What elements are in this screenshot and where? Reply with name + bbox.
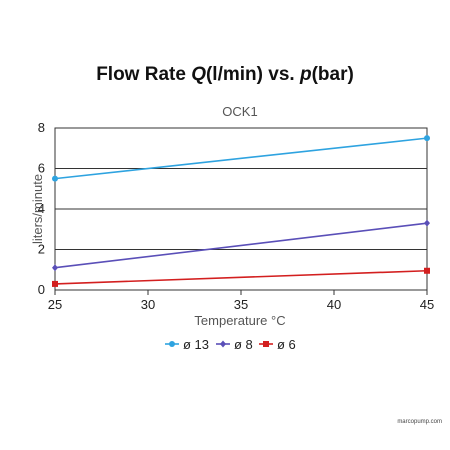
watermark: marcopump.com	[397, 419, 442, 425]
y-tick-8: 8	[38, 120, 45, 135]
y-tick-4: 4	[38, 201, 45, 216]
series-line-0	[54, 137, 428, 180]
x-tick-40: 40	[327, 297, 341, 312]
x-tick-25: 25	[48, 297, 62, 312]
chart-title: Flow Rate Q(l/min) vs. p(bar)	[96, 64, 354, 85]
legend-marker-1	[220, 340, 226, 348]
y-tick-2: 2	[38, 242, 45, 257]
data-point-1-0	[52, 264, 58, 272]
legend-marker-2	[263, 341, 269, 347]
legend-marker-0	[169, 341, 175, 347]
y-tick-6: 6	[38, 161, 45, 176]
data-point-2-0	[52, 280, 58, 287]
series-line-2	[54, 269, 428, 285]
x-tick-45: 45	[420, 297, 434, 312]
x-tick-30: 30	[141, 297, 155, 312]
legend-label-2: ø 6	[277, 337, 296, 352]
legend-label-1: ø 8	[234, 337, 253, 352]
series-line-1	[54, 222, 428, 269]
x-tick-35: 35	[234, 297, 248, 312]
data-point-0-0	[52, 175, 58, 182]
data-point-0-1	[424, 135, 430, 142]
y-axis-label: liters/minute	[30, 174, 45, 244]
legend: ø 13 ø 8 ø 6	[165, 337, 296, 352]
chart-subtitle: OCK1	[222, 104, 257, 119]
plot-area: 0 2 4 6 8 25 30 35 40 45	[38, 120, 434, 312]
y-tick-0: 0	[38, 282, 45, 297]
x-axis-label: Temperature °C	[194, 313, 285, 328]
data-point-2-1	[424, 267, 430, 274]
legend-label-0: ø 13	[183, 337, 209, 352]
data-point-1-1	[424, 219, 430, 227]
